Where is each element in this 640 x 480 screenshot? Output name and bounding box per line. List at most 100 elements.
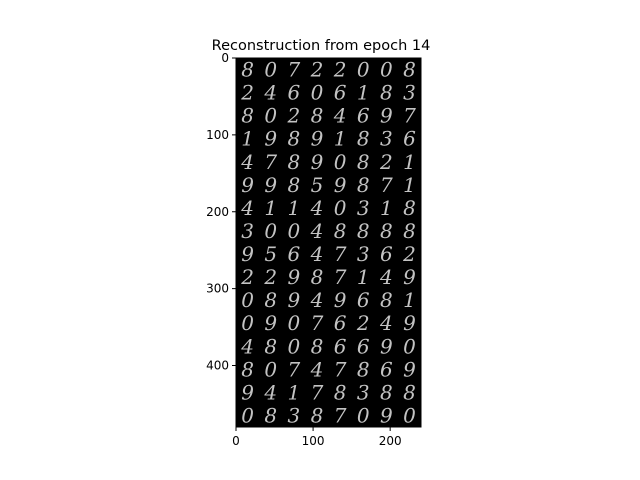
reconstructed-digit: 9 xyxy=(403,265,416,289)
x-axis: 0 100 200 xyxy=(232,427,402,448)
reconstructed-digit: 8 xyxy=(380,81,393,105)
reconstructed-digit: 8 xyxy=(380,219,393,243)
reconstructed-digit: 5 xyxy=(264,242,277,266)
reconstructed-digit: 7 xyxy=(403,104,416,128)
reconstructed-digit: 4 xyxy=(240,196,254,220)
reconstructed-digit: 7 xyxy=(380,173,393,197)
y-tick-label: 400 xyxy=(206,359,229,373)
reconstructed-digit: 3 xyxy=(403,81,416,105)
reconstructed-digit: 9 xyxy=(311,127,324,151)
reconstructed-digit: 6 xyxy=(403,127,416,151)
reconstructed-digit: 8 xyxy=(357,219,370,243)
reconstructed-digit: 7 xyxy=(287,357,300,381)
reconstructed-digit: 8 xyxy=(264,403,277,427)
reconstructed-digit: 4 xyxy=(263,380,277,404)
reconstructed-digit: 8 xyxy=(311,265,324,289)
reconstructed-digit: 4 xyxy=(310,242,324,266)
reconstructed-digit: 1 xyxy=(403,288,416,312)
reconstructed-digit: 7 xyxy=(311,311,324,335)
x-tick-label: 200 xyxy=(379,434,402,448)
reconstructed-digit: 7 xyxy=(287,58,300,82)
reconstructed-digit: 0 xyxy=(334,196,347,220)
reconstructed-digit: 3 xyxy=(357,380,370,404)
reconstructed-digit: 1 xyxy=(287,380,300,404)
reconstructed-digit: 0 xyxy=(264,219,277,243)
reconstructed-digit: 4 xyxy=(240,334,254,358)
reconstructed-digit: 4 xyxy=(310,357,324,381)
reconstructed-digit: 2 xyxy=(240,81,254,105)
reconstructed-digit: 8 xyxy=(403,196,416,220)
reconstructed-digit: 8 xyxy=(380,288,393,312)
reconstructed-digit: 6 xyxy=(334,81,347,105)
reconstructed-digit: 6 xyxy=(380,357,393,381)
reconstructed-digit: 4 xyxy=(240,150,254,174)
figure-title: Reconstruction from epoch 14 xyxy=(212,38,431,54)
reconstructed-digit: 8 xyxy=(403,380,416,404)
reconstructed-digit: 9 xyxy=(380,104,393,128)
reconstructed-digit: 1 xyxy=(357,265,370,289)
reconstructed-digit: 6 xyxy=(334,311,347,335)
reconstructed-digit: 9 xyxy=(403,357,416,381)
reconstructed-digit: 4 xyxy=(310,196,324,220)
reconstructed-digit: 3 xyxy=(380,127,393,151)
x-tick-label: 100 xyxy=(302,434,325,448)
reconstructed-digit: 0 xyxy=(403,403,416,427)
y-tick-label: 200 xyxy=(206,205,229,219)
reconstructed-digit: 1 xyxy=(264,196,277,220)
reconstructed-digit: 0 xyxy=(380,58,393,82)
reconstructed-digit: 1 xyxy=(241,127,254,151)
reconstructed-digit: 8 xyxy=(287,173,300,197)
reconstructed-digit: 8 xyxy=(380,380,393,404)
reconstructed-digit: 4 xyxy=(310,219,324,243)
reconstructed-digit: 0 xyxy=(287,219,300,243)
reconstructed-digit: 2 xyxy=(310,58,324,82)
reconstructed-digit: 7 xyxy=(311,380,324,404)
reconstructed-digit: 9 xyxy=(264,127,277,151)
reconstructed-digit: 1 xyxy=(334,127,347,151)
reconstructed-digit: 8 xyxy=(334,219,347,243)
reconstructed-digit: 8 xyxy=(287,127,300,151)
reconstructed-digit: 4 xyxy=(379,311,393,335)
reconstructed-digit: 3 xyxy=(357,242,370,266)
reconstructed-digit: 7 xyxy=(334,242,347,266)
reconstructed-digit: 1 xyxy=(403,150,416,174)
reconstructed-digit: 0 xyxy=(264,104,277,128)
reconstructed-digit: 3 xyxy=(241,219,254,243)
reconstructed-digit: 3 xyxy=(357,196,370,220)
reconstructed-digit: 2 xyxy=(402,242,416,266)
reconstructed-digit: 9 xyxy=(334,288,347,312)
reconstructed-digit: 2 xyxy=(333,58,347,82)
reconstructed-digit: 6 xyxy=(357,288,370,312)
reconstructed-digit: 0 xyxy=(241,288,254,312)
reconstruction-image xyxy=(236,58,421,427)
reconstructed-digit: 9 xyxy=(311,150,324,174)
reconstructed-digit: 0 xyxy=(264,58,277,82)
reconstructed-digit: 1 xyxy=(403,173,416,197)
reconstructed-digit: 8 xyxy=(311,334,324,358)
reconstructed-digit: 8 xyxy=(403,58,416,82)
reconstructed-digit: 6 xyxy=(334,334,347,358)
reconstructed-digit: 9 xyxy=(264,311,277,335)
y-tick-label: 100 xyxy=(206,128,229,142)
reconstructed-digit: 0 xyxy=(241,311,254,335)
reconstructed-digit: 2 xyxy=(379,150,393,174)
reconstructed-digit: 9 xyxy=(264,173,277,197)
reconstructed-digit: 8 xyxy=(403,219,416,243)
reconstructed-digit: 5 xyxy=(311,173,324,197)
x-tick-label: 0 xyxy=(232,434,240,448)
reconstructed-digit: 9 xyxy=(241,242,254,266)
reconstructed-digit: 9 xyxy=(334,173,347,197)
reconstructed-digit: 9 xyxy=(241,173,254,197)
reconstructed-digit: 8 xyxy=(287,150,300,174)
reconstructed-digit: 9 xyxy=(380,403,393,427)
reconstructed-digit: 0 xyxy=(311,81,324,105)
reconstructed-digit: 6 xyxy=(380,242,393,266)
reconstructed-digit: 0 xyxy=(357,58,370,82)
reconstructed-digit: 9 xyxy=(287,288,300,312)
reconstructed-digit: 8 xyxy=(241,357,254,381)
reconstructed-digit: 8 xyxy=(357,357,370,381)
reconstructed-digit: 6 xyxy=(357,104,370,128)
reconstructed-digit: 4 xyxy=(333,104,347,128)
reconstructed-digit: 8 xyxy=(241,58,254,82)
reconstructed-digit: 1 xyxy=(357,81,370,105)
